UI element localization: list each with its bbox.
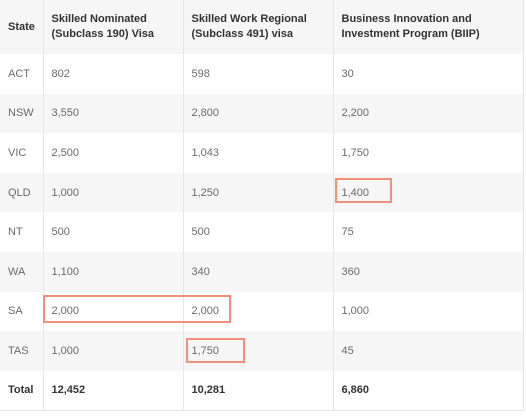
cell-state: VIC (0, 133, 44, 173)
table-row: NSW 3,550 2,800 2,200 (0, 93, 524, 134)
total-491: 10,281 (183, 370, 334, 411)
cell-491: 500 (183, 212, 334, 252)
cell-190: 2,500 (43, 133, 184, 173)
table-row: VIC 2,500 1,043 1,750 (0, 133, 524, 173)
cell-state: NT (0, 212, 44, 252)
cell-state: TAS (0, 331, 44, 371)
cell-190: 1,000 (43, 172, 184, 213)
cell-491: 340 (183, 251, 334, 292)
cell-190: 1,000 (43, 331, 184, 371)
cell-biip: 1,000 (333, 291, 524, 332)
table-header-row: State Skilled Nominated (Subclass 190) V… (0, 0, 524, 54)
header-subclass-190: Skilled Nominated (Subclass 190) Visa (43, 0, 184, 54)
cell-state: QLD (0, 172, 44, 213)
cell-state: ACT (0, 54, 44, 94)
cell-biip: 1,400 (333, 172, 524, 213)
cell-state: SA (0, 291, 44, 332)
cell-491: 1,750 (183, 331, 334, 371)
total-label: Total (0, 370, 44, 411)
table-row: NT 500 500 75 (0, 212, 524, 252)
cell-491: 598 (183, 54, 334, 94)
cell-biip: 45 (333, 331, 524, 371)
table-row: WA 1,100 340 360 (0, 251, 524, 292)
table-row: SA 2,000 2,000 1,000 (0, 291, 524, 332)
cell-491: 1,250 (183, 172, 334, 213)
cell-190: 802 (43, 54, 184, 94)
cell-190: 2,000 (43, 291, 184, 332)
table-total-row: Total 12,452 10,281 6,860 (0, 370, 524, 411)
total-biip: 6,860 (333, 370, 524, 411)
cell-biip: 75 (333, 212, 524, 252)
cell-190: 1,100 (43, 251, 184, 292)
header-state: State (0, 0, 44, 54)
cell-biip: 30 (333, 54, 524, 94)
cell-state: NSW (0, 93, 44, 134)
cell-biip: 360 (333, 251, 524, 292)
table-row: QLD 1,000 1,250 1,400 (0, 172, 524, 213)
cell-190: 500 (43, 212, 184, 252)
cell-491: 2,800 (183, 93, 334, 134)
cell-190: 3,550 (43, 93, 184, 134)
header-subclass-491: Skilled Work Regional (Subclass 491) vis… (183, 0, 334, 54)
total-190: 12,452 (43, 370, 184, 411)
header-biip: Business Innovation and Investment Progr… (333, 0, 524, 54)
table-row: ACT 802 598 30 (0, 54, 524, 94)
table-row: TAS 1,000 1,750 45 (0, 331, 524, 371)
cell-491: 2,000 (183, 291, 334, 332)
cell-biip: 2,200 (333, 93, 524, 134)
cell-491: 1,043 (183, 133, 334, 173)
cell-biip: 1,750 (333, 133, 524, 173)
cell-state: WA (0, 251, 44, 292)
